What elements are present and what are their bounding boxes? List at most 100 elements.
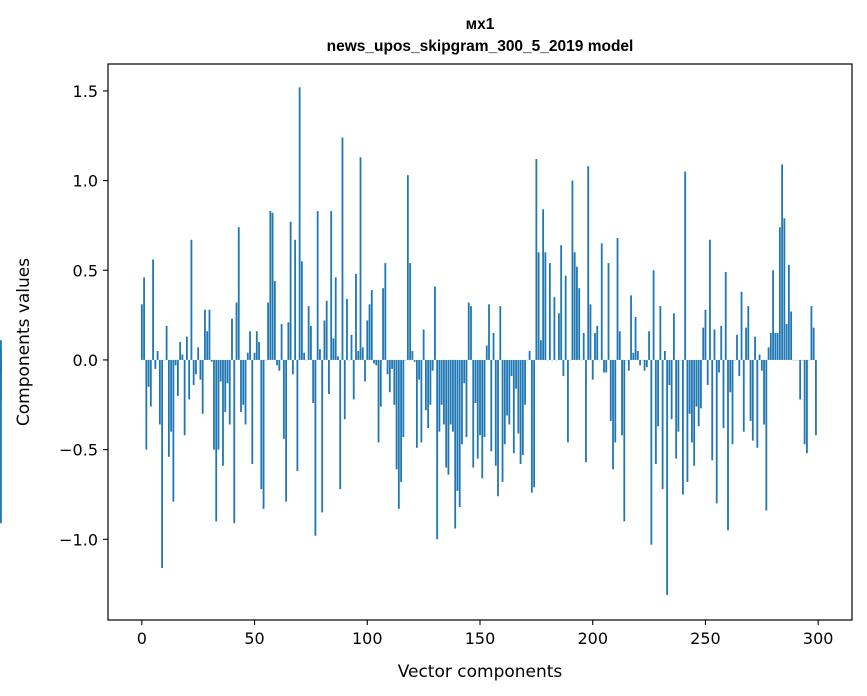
bar	[596, 325, 599, 360]
bar	[695, 359, 698, 407]
bar	[366, 320, 369, 360]
bar	[691, 359, 693, 443]
bar	[609, 359, 612, 421]
bar	[431, 359, 434, 371]
bar	[727, 359, 729, 531]
bar	[154, 359, 157, 369]
x-tick-label: 200	[577, 629, 608, 648]
bar	[479, 359, 481, 436]
bar	[731, 359, 734, 445]
bar	[605, 359, 608, 373]
bar	[413, 359, 416, 362]
bar	[188, 359, 191, 400]
bar	[740, 291, 743, 360]
bar	[298, 87, 301, 360]
bar	[666, 359, 669, 595]
bar	[517, 359, 520, 434]
bar	[251, 359, 254, 464]
bar	[501, 359, 504, 482]
bar	[215, 359, 218, 522]
bar	[208, 309, 211, 360]
bar	[325, 300, 328, 360]
bar	[244, 359, 247, 425]
bar	[280, 324, 283, 360]
bar	[409, 263, 412, 360]
bar	[199, 359, 202, 380]
bar	[724, 272, 727, 360]
y-axis-label: Components values	[14, 258, 34, 426]
bar	[654, 359, 657, 464]
x-tick-label: 50	[244, 629, 264, 648]
bar	[688, 359, 691, 414]
y-tick-label: 0.5	[73, 261, 98, 280]
bar	[573, 252, 576, 360]
bar-series	[0, 87, 817, 595]
bar	[476, 359, 479, 459]
bar	[278, 359, 281, 371]
bar	[246, 352, 249, 360]
bar	[364, 359, 366, 382]
bar	[237, 227, 240, 360]
bar	[0, 347, 2, 360]
bar	[334, 277, 337, 360]
bar	[677, 359, 680, 432]
bar	[803, 359, 806, 445]
bar	[291, 359, 294, 375]
bar	[594, 333, 596, 360]
bar	[623, 359, 626, 522]
bar	[494, 359, 497, 466]
bar	[316, 211, 319, 360]
x-axis-ticks: 0 50 100 150 200 250 300	[137, 620, 834, 648]
bar	[585, 359, 587, 463]
bar	[483, 359, 486, 438]
bar	[756, 359, 759, 448]
bar	[213, 359, 215, 450]
bar	[763, 359, 765, 425]
bar	[704, 309, 707, 360]
bar	[440, 359, 443, 405]
bar	[375, 359, 378, 366]
bar	[161, 359, 164, 568]
bar	[323, 320, 326, 360]
bar	[226, 359, 229, 384]
bar	[776, 333, 779, 360]
bar	[195, 359, 197, 375]
bar	[328, 359, 330, 395]
bar	[258, 342, 260, 360]
bar	[675, 359, 678, 459]
bar	[706, 359, 709, 386]
bar	[643, 359, 646, 371]
bar	[578, 288, 581, 360]
bar	[521, 359, 524, 455]
y-tick-label: −0.5	[59, 441, 98, 460]
bar	[210, 359, 213, 362]
bar	[167, 359, 170, 457]
bar	[289, 221, 292, 360]
bar	[438, 359, 441, 432]
bar	[368, 304, 371, 360]
bar	[418, 359, 421, 380]
x-axis-label: Vector components	[398, 662, 563, 682]
bar	[474, 359, 477, 403]
bar	[339, 359, 342, 490]
bar	[682, 359, 684, 495]
bar	[693, 359, 696, 466]
bar	[670, 359, 673, 420]
bar	[165, 325, 168, 360]
bar	[379, 359, 382, 407]
bar	[253, 352, 256, 360]
bar	[663, 350, 666, 360]
bar	[273, 281, 276, 360]
bar	[447, 359, 450, 475]
bar	[303, 352, 306, 360]
bar	[373, 359, 375, 364]
x-tick-label: 300	[803, 629, 834, 648]
bar	[206, 331, 209, 360]
bar	[386, 359, 389, 375]
bar	[497, 359, 499, 497]
bar	[470, 306, 472, 360]
bar	[790, 311, 793, 360]
bar	[429, 359, 432, 405]
bar	[686, 359, 689, 482]
bar	[219, 359, 222, 382]
